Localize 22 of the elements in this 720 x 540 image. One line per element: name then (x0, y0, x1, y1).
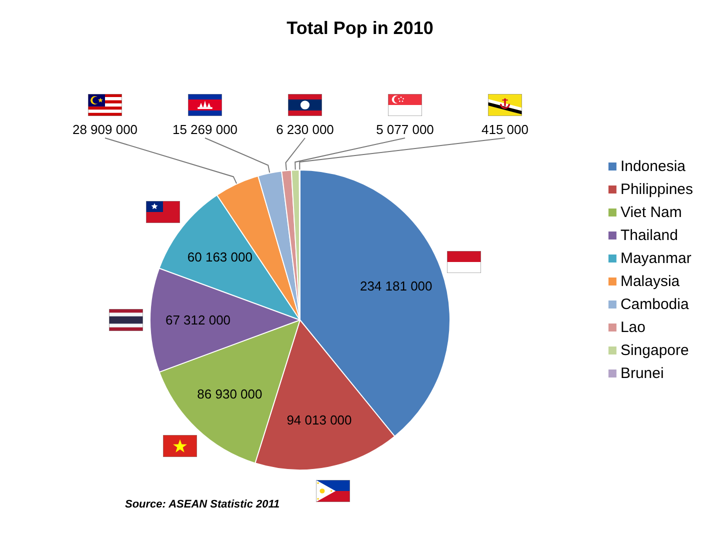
legend-label: Philippines (620, 181, 693, 198)
legend-label: Viet Nam (620, 204, 682, 221)
data-label: 6 230 000 (276, 122, 334, 137)
data-label: 415 000 (482, 122, 528, 137)
data-label: 5 077 000 (376, 122, 434, 137)
data-label: 28 909 000 (72, 122, 138, 137)
legend-label: Singapore (620, 342, 689, 359)
chart-title: Total Pop in 2010 (286, 18, 434, 38)
legend-label: Cambodia (620, 296, 690, 313)
data-label: 60 163 000 (187, 249, 252, 264)
legend-label: Lao (620, 319, 646, 336)
data-label: 86 930 000 (197, 386, 262, 402)
legend-label: Indonesia (620, 158, 686, 175)
source-note: Source: ASEAN Statistic 2011 (125, 498, 280, 510)
data-label: 67 312 000 (165, 312, 231, 328)
data-label: 234 181 000 (360, 278, 432, 294)
legend-label: Thailand (620, 227, 678, 244)
legend-label: Mayanmar (620, 250, 692, 267)
data-label: 15 269 000 (172, 122, 238, 137)
legend-label: Malaysia (620, 273, 680, 290)
data-label: 94 013 000 (286, 412, 352, 428)
legend-label: Brunei (620, 365, 664, 382)
